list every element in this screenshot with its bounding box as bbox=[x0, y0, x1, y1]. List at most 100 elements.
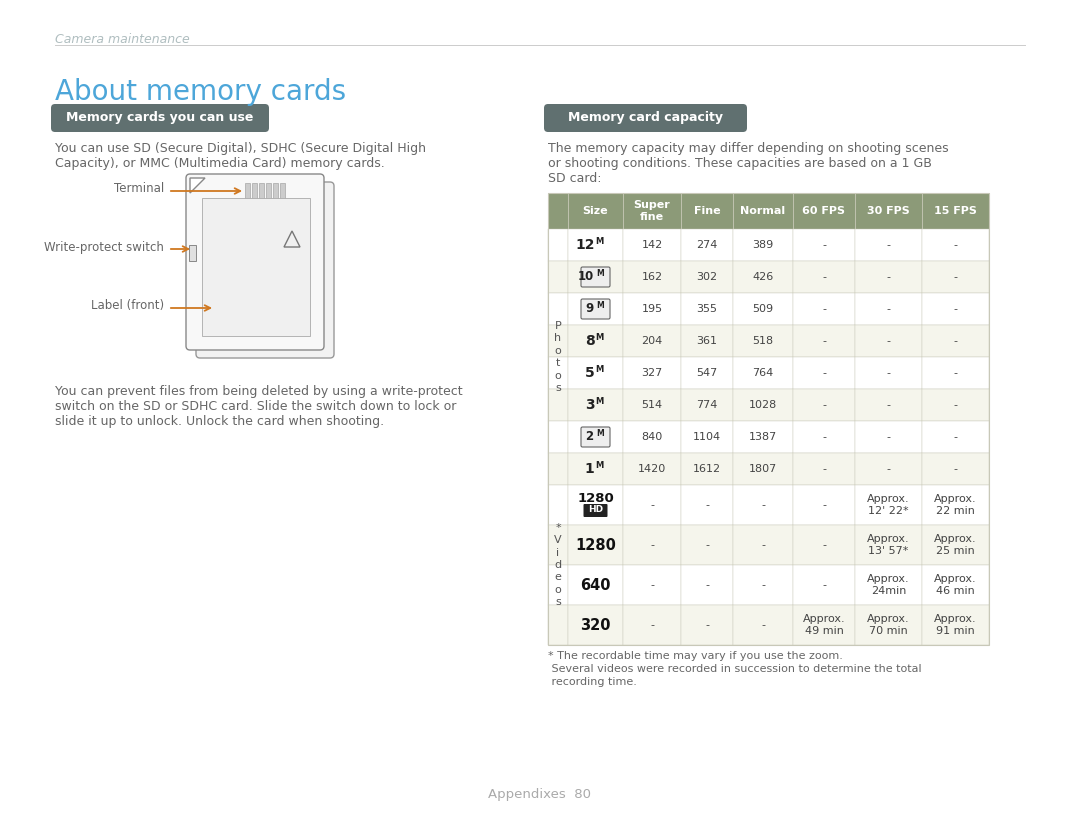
Bar bbox=[793, 357, 855, 389]
Bar bbox=[922, 261, 989, 293]
Bar bbox=[568, 261, 623, 293]
Bar bbox=[623, 485, 681, 525]
Bar bbox=[245, 183, 249, 200]
Text: Normal: Normal bbox=[741, 206, 785, 216]
Text: -: - bbox=[887, 400, 891, 410]
Bar bbox=[202, 198, 310, 336]
Text: 3: 3 bbox=[585, 398, 594, 412]
Text: -: - bbox=[705, 620, 708, 630]
Text: -: - bbox=[822, 540, 826, 550]
Bar bbox=[623, 565, 681, 605]
Text: -: - bbox=[822, 400, 826, 410]
Bar bbox=[568, 229, 623, 261]
Text: 195: 195 bbox=[642, 304, 662, 314]
Text: You can use SD (Secure Digital), SDHC (Secure Digital High: You can use SD (Secure Digital), SDHC (S… bbox=[55, 142, 426, 155]
Bar bbox=[681, 229, 733, 261]
Text: 1104: 1104 bbox=[693, 432, 721, 442]
Bar bbox=[623, 357, 681, 389]
Text: 1280: 1280 bbox=[577, 492, 613, 505]
Bar bbox=[793, 525, 855, 565]
Bar bbox=[733, 389, 793, 421]
Text: -: - bbox=[954, 432, 958, 442]
Text: 426: 426 bbox=[753, 272, 773, 282]
Bar bbox=[681, 605, 733, 645]
Text: 1807: 1807 bbox=[748, 464, 778, 474]
Text: Size: Size bbox=[583, 206, 608, 216]
Bar bbox=[733, 605, 793, 645]
Bar bbox=[548, 389, 568, 421]
Text: 774: 774 bbox=[697, 400, 718, 410]
Bar bbox=[922, 485, 989, 525]
Text: 361: 361 bbox=[697, 336, 717, 346]
Text: -: - bbox=[822, 336, 826, 346]
Text: -: - bbox=[761, 540, 765, 550]
Text: 302: 302 bbox=[697, 272, 717, 282]
Bar bbox=[623, 525, 681, 565]
Bar bbox=[623, 421, 681, 453]
Text: -: - bbox=[822, 580, 826, 590]
Text: Approx.
25 min: Approx. 25 min bbox=[934, 534, 976, 556]
Text: 10: 10 bbox=[577, 271, 594, 284]
Text: 204: 204 bbox=[642, 336, 663, 346]
Bar bbox=[793, 229, 855, 261]
Text: M: M bbox=[596, 302, 604, 311]
Bar bbox=[793, 453, 855, 485]
Text: 15 FPS: 15 FPS bbox=[934, 206, 977, 216]
Text: -: - bbox=[887, 368, 891, 378]
Bar bbox=[681, 485, 733, 525]
Bar bbox=[548, 357, 568, 389]
Bar bbox=[922, 325, 989, 357]
Text: -: - bbox=[887, 304, 891, 314]
Bar bbox=[568, 421, 623, 453]
Text: You can prevent files from being deleted by using a write-protect: You can prevent files from being deleted… bbox=[55, 385, 462, 398]
Bar bbox=[548, 453, 568, 485]
Text: 1280: 1280 bbox=[575, 538, 616, 553]
Bar bbox=[568, 389, 623, 421]
Text: P
h
o
t
o
s: P h o t o s bbox=[554, 321, 562, 393]
Text: The memory capacity may differ depending on shooting scenes: The memory capacity may differ depending… bbox=[548, 142, 948, 155]
Text: -: - bbox=[822, 432, 826, 442]
Text: Approx.
91 min: Approx. 91 min bbox=[934, 614, 976, 636]
Bar bbox=[548, 193, 989, 645]
Text: 518: 518 bbox=[753, 336, 773, 346]
Bar bbox=[733, 325, 793, 357]
Text: Approx.
22 min: Approx. 22 min bbox=[934, 494, 976, 516]
Bar bbox=[623, 325, 681, 357]
Bar bbox=[568, 525, 623, 565]
Bar bbox=[568, 193, 623, 229]
Text: SD card:: SD card: bbox=[548, 172, 602, 185]
Bar bbox=[922, 453, 989, 485]
Text: -: - bbox=[822, 304, 826, 314]
Bar bbox=[855, 565, 922, 605]
Text: -: - bbox=[954, 272, 958, 282]
Text: -: - bbox=[650, 620, 654, 630]
Text: -: - bbox=[650, 580, 654, 590]
Bar bbox=[733, 485, 793, 525]
Bar bbox=[548, 565, 568, 605]
Text: -: - bbox=[954, 368, 958, 378]
Bar bbox=[733, 421, 793, 453]
Text: switch on the SD or SDHC card. Slide the switch down to lock or: switch on the SD or SDHC card. Slide the… bbox=[55, 400, 457, 413]
Text: 389: 389 bbox=[753, 240, 773, 250]
Bar bbox=[793, 389, 855, 421]
Bar bbox=[733, 293, 793, 325]
FancyBboxPatch shape bbox=[544, 104, 747, 132]
Bar bbox=[733, 357, 793, 389]
Text: -: - bbox=[650, 500, 654, 510]
Text: or shooting conditions. These capacities are based on a 1 GB: or shooting conditions. These capacities… bbox=[548, 157, 932, 170]
Bar bbox=[793, 261, 855, 293]
Bar bbox=[623, 229, 681, 261]
Text: Approx.
49 min: Approx. 49 min bbox=[802, 614, 846, 636]
Bar bbox=[922, 525, 989, 565]
Bar bbox=[273, 183, 278, 200]
Bar bbox=[922, 421, 989, 453]
Text: Approx.
24min: Approx. 24min bbox=[867, 574, 909, 596]
Bar bbox=[855, 453, 922, 485]
Bar bbox=[681, 525, 733, 565]
Bar bbox=[548, 525, 568, 565]
Bar bbox=[548, 605, 568, 645]
Bar bbox=[252, 183, 257, 200]
Bar bbox=[733, 565, 793, 605]
Text: 547: 547 bbox=[697, 368, 717, 378]
Bar bbox=[681, 453, 733, 485]
